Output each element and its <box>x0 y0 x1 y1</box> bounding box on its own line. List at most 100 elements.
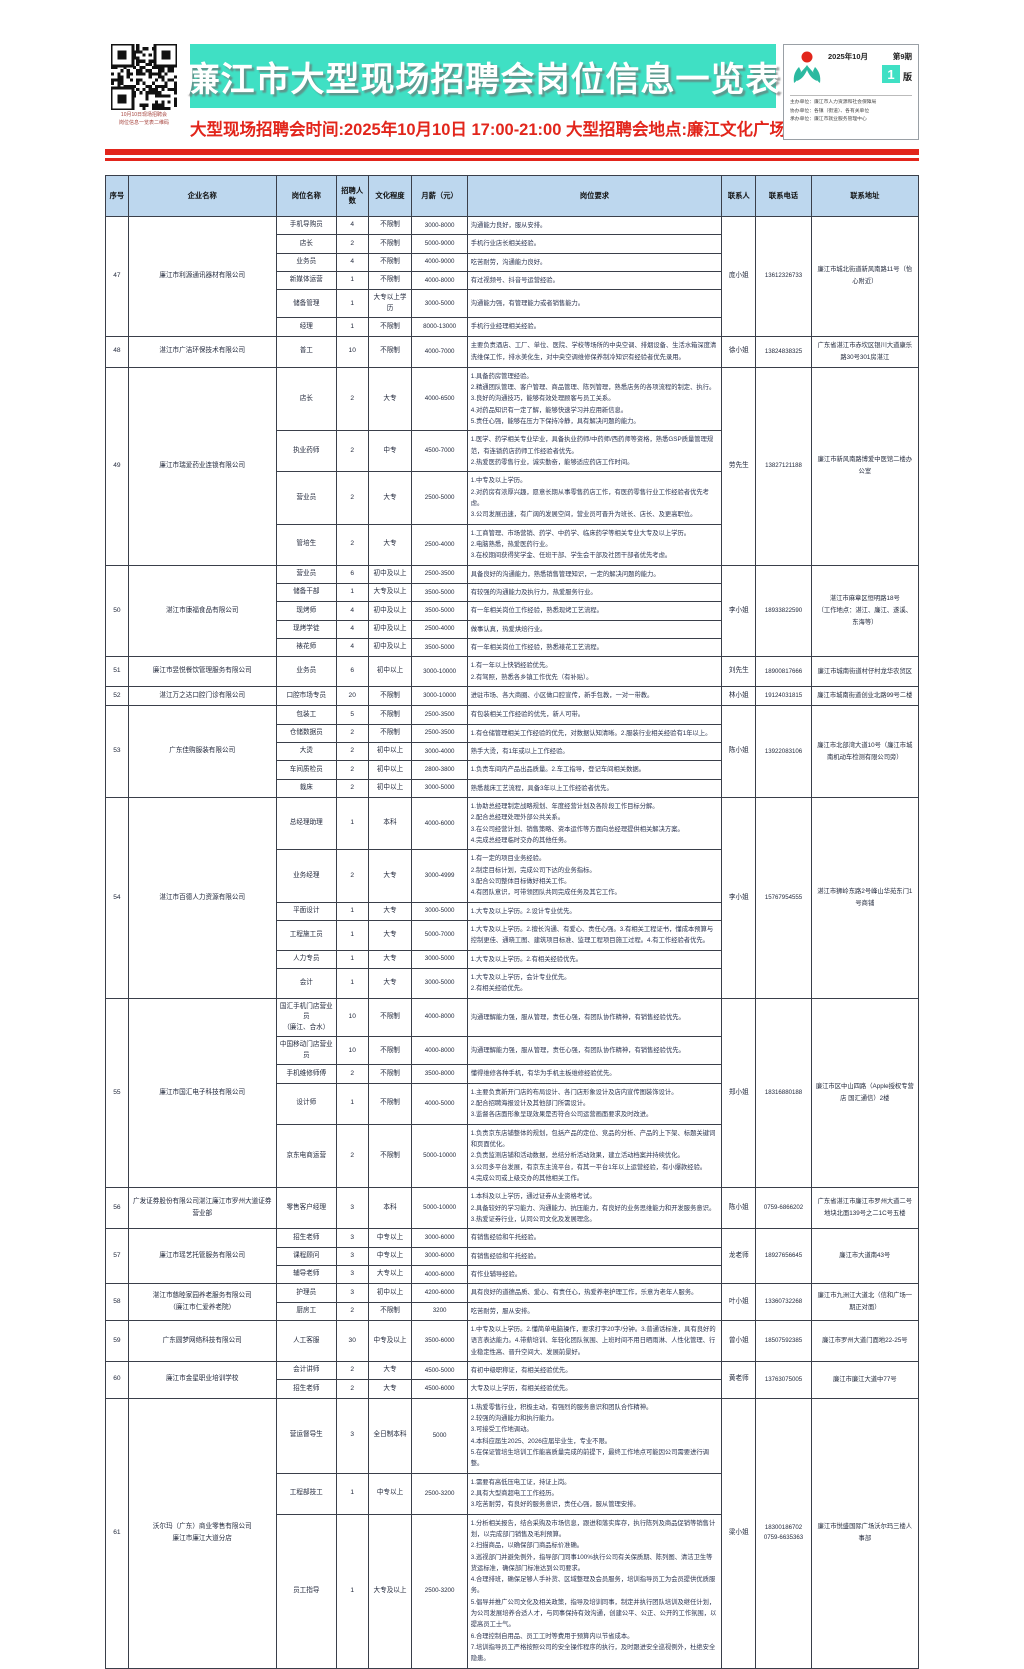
requirements-cell: 1.大专及以上学历。2.擅长沟通、有爱心、责任心强。3.有相关工程证书，懂成本预… <box>466 919 723 951</box>
position-cell: 会计讲师 <box>275 1360 337 1381</box>
requirements-cell: 1.分析相关报告，结合采购及市场信息，跟进和落实库存，执行陈列及商品促销等销售计… <box>466 1513 723 1669</box>
table-row: 中国移动门店营业员 10 不限制 4000-8000 沟通理解能力强，服从管理，责任心强… <box>106 1036 919 1066</box>
table-row: 招生老师 2 大专 4500-6000 大专及以上学历，有相关经验优先。 <box>106 1379 919 1399</box>
company-cell: 湛江市广洁环保技术有限公司 <box>127 335 277 368</box>
col-header-phone: 联系电话 <box>755 175 812 217</box>
position-cell: 店长 <box>275 234 337 254</box>
red-rule-thin <box>105 158 919 161</box>
headcount-cell: 2 <box>335 742 369 762</box>
page-title: 廉江市大型现场招聘会岗位信息一览表 <box>185 60 781 99</box>
table-row: 平面设计 1 大专 3000-5000 1.大专及以上学历。2.设计专业优先。 <box>106 901 919 921</box>
contact-cell: 徐小姐 <box>721 335 757 368</box>
headcount-cell: 3 <box>335 1264 369 1285</box>
salary-cell: 3500-5000 <box>411 637 468 658</box>
phone-cell: 18507592385 <box>755 1319 812 1362</box>
qr-code <box>109 42 179 112</box>
seq-cell: 48 <box>105 335 129 368</box>
salary-cell: 3000-10000 <box>411 685 468 707</box>
table-row: 车间质检员 2 初中以上 2800-3800 1.负责车间内产品出品质量。2.车工指导，… <box>106 760 919 780</box>
education-cell: 大专 <box>367 967 413 999</box>
table-row: 仓储数据员 2 不限制 2500-3500 1.有仓储管理相关工作经验的优先，对数据认知… <box>106 723 919 744</box>
headcount-cell: 2 <box>335 723 369 744</box>
headcount-cell: 1 <box>335 797 369 851</box>
issue-box: 2025年10月 第9期 1 版 主办单位：廉江市人力资源和社会保障局 协办单位… <box>783 44 919 140</box>
phone-cell: 13763075005 <box>755 1360 812 1399</box>
requirements-cell: 有较强的沟通能力及执行力，热爱服务行业。 <box>466 582 723 603</box>
headcount-cell: 30 <box>335 1319 369 1362</box>
education-cell: 中专及以上 <box>367 1319 413 1362</box>
requirements-cell: 1.工商管理、市场营销、药学、中药学、临床药学等相关专业大专及以上学历。 2.电… <box>466 523 723 566</box>
education-cell: 中专以上 <box>367 1246 413 1266</box>
col-header-position: 岗位名称 <box>275 175 337 217</box>
company-cell: 湛江万之达口腔门诊有限公司 <box>127 685 277 707</box>
company-cell: 沃尔玛（广东）商业零售有限公司 廉江市廉江大道分店 <box>127 1397 277 1669</box>
address-cell: 廉江市城北街道新风南路11号（怡心附近） <box>810 216 920 337</box>
headcount-cell: 1 <box>335 270 369 291</box>
col-header-salary: 月薪（元） <box>411 175 468 217</box>
education-cell: 不限制 <box>367 685 413 707</box>
table-row: 59 广东圆梦网络科技有限公司 人工客服 30 中专及以上 3500-6000 1.中专及以… <box>105 1319 920 1362</box>
table-row: 人力专员 1 大专 3000-5000 1.大专及以上学历。2.有相关经验优先。 <box>106 949 919 969</box>
salary-cell: 3500-5000 <box>411 601 468 621</box>
headcount-cell: 2 <box>335 234 369 254</box>
address-cell: 廉江市九洲江大道北（信和广场一期正对面） <box>810 1283 920 1321</box>
contact-cell: 郑小姐 <box>721 997 757 1189</box>
organizer-lines: 主办单位：廉江市人力资源和社会保障局 协办单位：各镇（街道）、各有关单位 承办单… <box>790 95 912 125</box>
education-cell: 大专 <box>367 1379 413 1399</box>
requirements-cell: 1.有一年以上快销经验优先。 2.有驾照，熟悉各乡镇工作优先（有补贴）。 <box>466 656 723 687</box>
position-cell: 裱花师 <box>275 637 337 658</box>
salary-cell: 3000-4999 <box>411 849 468 903</box>
requirements-cell: 1.有仓储管理相关工作经验的优先，对数据认知清晰。2.服装行业相关经验有1年以上… <box>466 723 723 744</box>
headcount-cell: 2 <box>335 1379 369 1399</box>
education-cell: 本科 <box>367 1187 413 1230</box>
phone-cell: 13612326733 <box>755 216 812 337</box>
education-cell: 大专及以上 <box>367 1513 413 1669</box>
education-cell: 初中及以上 <box>367 601 413 621</box>
requirements-cell: 1.中专及以上学历。 2.对药房有浓厚兴趣，愿意长期从事零售药店工作，有医药零售… <box>466 471 723 525</box>
requirements-cell: 有初中级职称证，有相关经验优先。 <box>466 1360 723 1381</box>
position-cell: 手机导购员 <box>275 215 337 236</box>
table-row: 课程顾问 3 中专以上 3000-6000 有销售经验和午托经验。 <box>106 1246 919 1266</box>
phone-cell: 13824838325 <box>755 335 812 368</box>
salary-cell: 4000-6500 <box>411 366 468 432</box>
salary-cell: 5000 <box>411 1397 468 1474</box>
contact-cell: 刘先生 <box>721 656 757 687</box>
education-cell: 大专 <box>367 901 413 921</box>
requirements-cell: 1.中专及以上学历。2.懂简单电脑操作，要求打字20字/分钟。3.普通话标准，具… <box>466 1319 723 1362</box>
phone-cell: 18900817666 <box>755 656 812 687</box>
position-cell: 课程顾问 <box>275 1246 337 1266</box>
headcount-cell: 1 <box>335 1082 369 1125</box>
table-row: 储备管理 1 大专以上学历 3000-5000 沟通能力强，有管理能力或者销售能力。 <box>106 289 919 319</box>
job-listings-table: 序号 企业名称 岗位名称 招聘人数 文化程度 月薪（元） 岗位要求 联系人 联系… <box>105 175 920 1669</box>
salary-cell: 2500-3200 <box>411 1472 468 1515</box>
requirements-cell: 熟悉裁床工艺流程，具备3年以上工作经验者优先。 <box>466 778 723 799</box>
position-cell: 护理员 <box>275 1283 337 1303</box>
company-cell: 廉江市瑶艺托管服务有限公司 <box>127 1228 277 1285</box>
position-cell: 总经理助理 <box>275 797 337 851</box>
salary-cell: 4000-7000 <box>411 335 468 368</box>
requirements-cell: 1.负责京东店铺整体的规划，包括产品的定位、竞品的分析、产品的上下架、标题关键词… <box>466 1123 723 1189</box>
education-cell: 大专 <box>367 849 413 903</box>
position-cell: 人力专员 <box>275 949 337 969</box>
salary-cell: 3500-5000 <box>411 582 468 603</box>
headcount-cell: 6 <box>335 656 369 687</box>
salary-cell: 3000-6000 <box>411 1246 468 1266</box>
education-cell: 不限制 <box>367 705 413 725</box>
address-cell: 广东省湛江市赤坎区银川大道康乐路30号301房湛江 <box>810 335 920 368</box>
requirements-cell: 1.负责车间内产品出品质量。2.车工指导，登记车间相关数据。 <box>466 760 723 780</box>
headcount-cell: 20 <box>335 685 369 707</box>
education-cell: 大专 <box>367 523 413 566</box>
requirements-cell: 有销售经验和午托经验。 <box>466 1228 723 1248</box>
position-cell: 普工 <box>275 335 337 368</box>
seq-cell: 50 <box>105 564 129 658</box>
position-cell: 储备管理 <box>275 289 337 319</box>
address-cell: 廉江市北部湾大道10号（廉江市城南机动车检测有限公司旁） <box>810 705 920 799</box>
salary-cell: 5000-9000 <box>411 234 468 254</box>
contact-cell: 陈小姐 <box>721 705 757 799</box>
headcount-cell: 4 <box>335 601 369 621</box>
headcount-cell: 2 <box>335 760 369 780</box>
headcount-cell: 2 <box>335 849 369 903</box>
position-cell: 管培生 <box>275 523 337 566</box>
position-cell: 工程部技工 <box>275 1472 337 1515</box>
headcount-cell: 1 <box>335 1472 369 1515</box>
